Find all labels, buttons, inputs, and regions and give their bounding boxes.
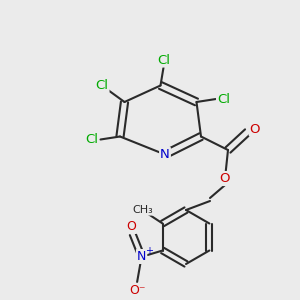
Text: O: O [126,220,136,233]
Text: Cl: Cl [217,92,230,106]
Text: O⁻: O⁻ [129,284,146,297]
Text: Cl: Cl [157,53,170,67]
Text: N: N [160,148,170,161]
Text: N: N [137,250,146,263]
Text: O: O [220,172,230,185]
Text: Cl: Cl [85,133,98,146]
Text: +: + [145,245,153,256]
Text: CH₃: CH₃ [133,205,154,215]
Text: Cl: Cl [95,79,109,92]
Text: O: O [250,122,260,136]
